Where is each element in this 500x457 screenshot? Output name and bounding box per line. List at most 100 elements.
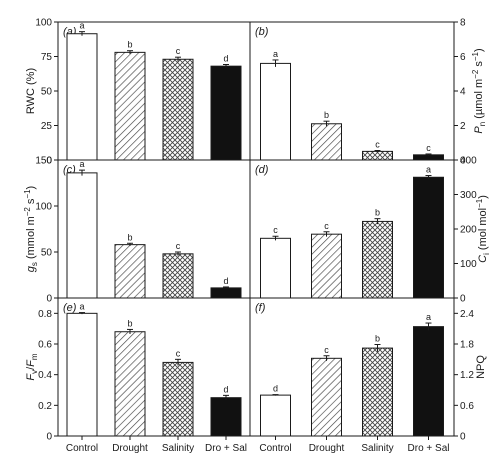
ytick-label-b: 6 (460, 52, 466, 63)
bar-c-3 (210, 287, 242, 299)
bar-e-0 (66, 312, 98, 437)
bar-d-0 (260, 237, 291, 299)
bar-a-2 (162, 58, 194, 161)
sig-label-e-0: a (79, 302, 84, 312)
bar-f-1 (311, 357, 342, 437)
bar-e-2 (162, 361, 194, 437)
ytick-label-b: 8 (460, 18, 466, 29)
ytick-label-d: 0 (460, 294, 466, 305)
ylabel-panel-e: Fv/Fm (25, 353, 39, 381)
ylabel-panel-a: RWC (%) (25, 68, 37, 114)
sig-label-a-2: c (176, 46, 181, 56)
ytick-label-c: 50 (41, 248, 53, 259)
xtick-label: Salinity (162, 443, 194, 454)
ytick-label-e: 0.2 (38, 401, 52, 412)
ytick-label-f: 0.6 (460, 401, 474, 412)
ytick-label-e: 0 (46, 432, 52, 443)
sig-label-b-1: b (324, 110, 329, 120)
panel-b: (b) 0 2 4 6 8 a b c c (255, 18, 466, 167)
ytick-label-c: 100 (35, 202, 52, 213)
sig-label-b-2: c (375, 140, 380, 150)
ytick-label-a: 75 (41, 52, 53, 63)
ytick-label-e: 0.8 (38, 309, 52, 320)
ytick-label-c: 150 (35, 156, 52, 167)
sig-label-e-3: d (223, 384, 228, 394)
ytick-label-b: 4 (460, 87, 466, 98)
sig-label-f-2: b (375, 334, 380, 344)
xtick-label: Drought (112, 443, 148, 454)
panel-label-e: (e) (63, 302, 77, 314)
ytick-label-d: 200 (460, 225, 477, 236)
sig-label-d-1: c (324, 221, 329, 231)
sig-label-c-3: d (223, 276, 228, 286)
xtick-label: Dro + Sal (408, 443, 450, 454)
bar-a-1 (114, 51, 146, 161)
bar-a-0 (66, 33, 98, 161)
ylabel-panel-f: NPQ (475, 355, 487, 379)
sig-label-a-1: b (127, 40, 132, 50)
sig-label-d-0: c (273, 225, 278, 235)
ytick-label-d: 300 (460, 190, 477, 201)
ytick-label-b: 0 (460, 156, 466, 167)
xtick-label: Control (66, 443, 98, 454)
sig-label-d-2: b (375, 208, 380, 218)
bar-b-1 (311, 123, 342, 161)
bar-f-2 (362, 347, 393, 437)
ytick-label-b: 2 (460, 121, 466, 132)
sig-label-b-0: a (273, 49, 278, 59)
bar-d-2 (362, 220, 393, 299)
ytick-label-e: 0.4 (38, 370, 52, 381)
ytick-label-c: 0 (46, 294, 52, 305)
bar-b-2 (362, 150, 393, 161)
sig-label-e-2: c (176, 348, 181, 358)
sig-label-e-1: b (127, 318, 132, 328)
ylabel-panel-b: Pn (µmol m−2 s−1) (471, 48, 487, 133)
xtick-label: Drought (309, 443, 345, 454)
ytick-label-a: 0 (46, 156, 52, 167)
sig-label-c-2: c (176, 241, 181, 251)
sig-label-a-0: a (79, 21, 84, 31)
ytick-label-f: 1.8 (460, 340, 474, 351)
ytick-label-d: 400 (460, 156, 477, 167)
bar-c-0 (66, 172, 98, 299)
bar-b-0 (260, 62, 291, 161)
panel-d: (d) 0 100 200 300 400 c c b a (255, 156, 477, 305)
panel-label-b: (b) (255, 26, 269, 38)
bar-d-3 (413, 176, 444, 299)
ylabel-panel-c: gs (mmol m−2 s−1) (23, 186, 39, 272)
panel-label-d: (d) (255, 164, 269, 176)
panel-f: (f) 0 0.6 1.2 1.8 2.4 d c b a (255, 302, 474, 443)
sig-label-f-1: c (324, 345, 329, 355)
xtick-label: Salinity (361, 443, 393, 454)
ytick-label-a: 100 (35, 18, 52, 29)
sig-label-a-3: d (223, 54, 228, 64)
bar-d-1 (311, 233, 342, 299)
sig-label-d-3: a (426, 165, 431, 175)
x-axis: Control Drought Salinity Dro + Sal Control Dr… (66, 436, 450, 454)
bar-c-2 (162, 253, 194, 299)
ytick-label-a: 25 (41, 121, 53, 132)
ytick-label-a: 50 (41, 87, 53, 98)
panel-label-f: (f) (255, 302, 266, 314)
ytick-label-d: 100 (460, 259, 477, 270)
bar-e-1 (114, 331, 146, 437)
xtick-label: Dro + Sal (205, 443, 247, 454)
sig-label-b-3: c (426, 143, 431, 153)
ylabel-panel-d: Ci (mol mol−1) (475, 195, 491, 263)
ytick-label-f: 0 (460, 432, 466, 443)
bar-e-3 (210, 397, 242, 437)
sig-label-f-0: d (273, 384, 278, 394)
bar-a-3 (210, 65, 242, 161)
panel-e: (e) 0 0.2 0.4 0.6 0.8 a b c d (38, 302, 242, 443)
xtick-label: Control (259, 443, 291, 454)
sig-label-c-1: b (127, 232, 132, 242)
ytick-label-e: 0.6 (38, 340, 52, 351)
bar-f-0 (260, 394, 291, 437)
ytick-label-f: 2.4 (460, 309, 474, 320)
sig-label-c-0: a (79, 159, 84, 169)
sig-label-f-3: a (426, 312, 431, 322)
